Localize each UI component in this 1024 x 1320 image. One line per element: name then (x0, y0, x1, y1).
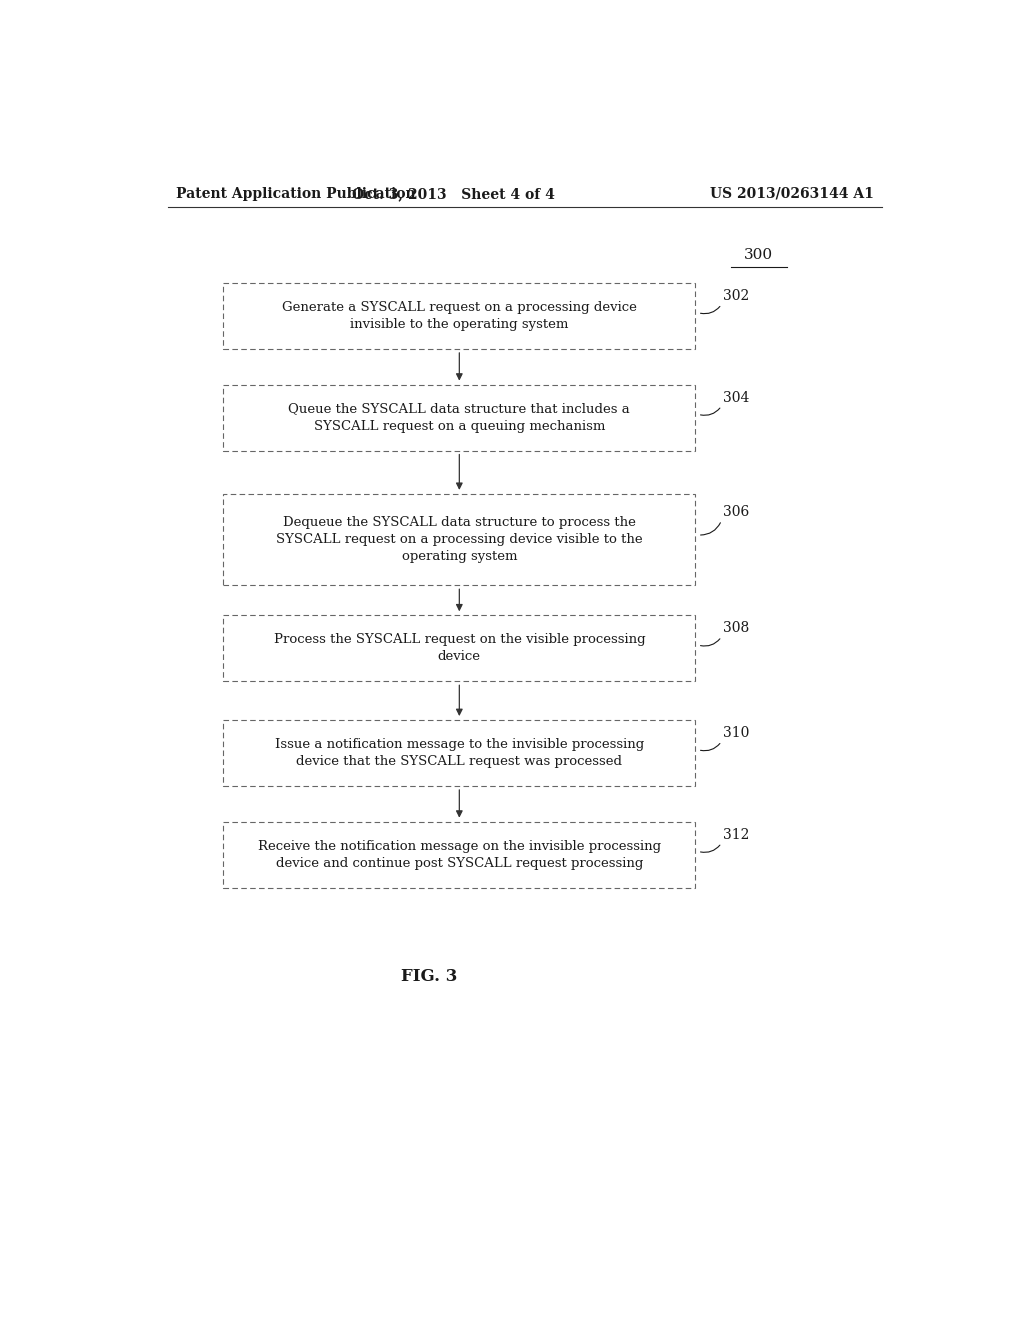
Bar (223, 384, 695, 450)
Text: FIG. 3: FIG. 3 (401, 968, 458, 985)
Text: 312: 312 (723, 828, 750, 842)
Text: 308: 308 (723, 622, 750, 635)
Text: 302: 302 (723, 289, 750, 304)
Bar (223, 821, 695, 887)
Bar (223, 615, 695, 681)
Text: 304: 304 (723, 391, 750, 405)
Text: Receive the notification message on the invisible processing
device and continue: Receive the notification message on the … (258, 840, 660, 870)
Text: 300: 300 (744, 248, 773, 261)
Text: Queue the SYSCALL data structure that includes a
SYSCALL request on a queuing me: Queue the SYSCALL data structure that in… (289, 403, 630, 433)
Text: US 2013/0263144 A1: US 2013/0263144 A1 (710, 187, 873, 201)
Bar (223, 719, 695, 785)
Bar (223, 282, 695, 348)
Text: Issue a notification message to the invisible processing
device that the SYSCALL: Issue a notification message to the invi… (274, 738, 644, 768)
Text: 306: 306 (723, 506, 750, 519)
Text: Process the SYSCALL request on the visible processing
device: Process the SYSCALL request on the visib… (273, 634, 645, 664)
Text: Oct. 3, 2013   Sheet 4 of 4: Oct. 3, 2013 Sheet 4 of 4 (352, 187, 555, 201)
Text: 310: 310 (723, 726, 750, 741)
Text: Generate a SYSCALL request on a processing device
invisible to the operating sys: Generate a SYSCALL request on a processi… (282, 301, 637, 331)
Bar (223, 494, 695, 585)
Text: Patent Application Publication: Patent Application Publication (176, 187, 416, 201)
Text: Dequeue the SYSCALL data structure to process the
SYSCALL request on a processin: Dequeue the SYSCALL data structure to pr… (276, 516, 643, 564)
